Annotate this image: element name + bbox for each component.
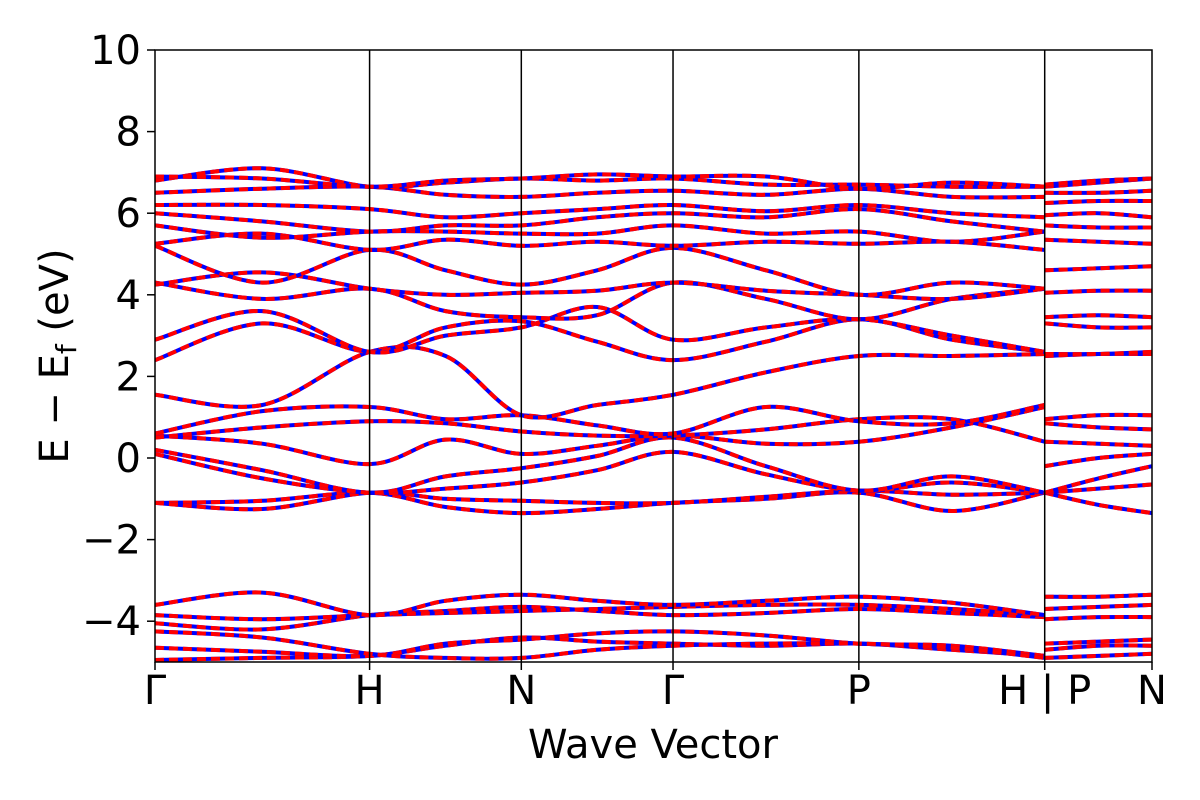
band-20-segment-1-spin-down <box>1044 223 1152 230</box>
band-8-segment-0-spin-down <box>155 449 1045 496</box>
band-22-segment-0-spin-up <box>155 202 1045 220</box>
x-tick-label-1: H <box>355 668 385 714</box>
band-20-segment-0-spin-up <box>155 223 1045 244</box>
band-4-segment-0-spin-up <box>155 602 1045 622</box>
band-21-segment-0-spin-down <box>155 207 1045 234</box>
band-21-segment-0-spin-up <box>155 207 1045 234</box>
x-ticks-layer: Γ H N Γ P H | P N <box>144 662 1167 714</box>
y-axis-label-subscript: f <box>50 343 83 354</box>
plot-frame <box>154 49 1153 663</box>
band-21-segment-1-spin-down <box>1044 211 1152 220</box>
band-10-segment-1-spin-down <box>1044 439 1152 448</box>
y-tick-label-4: 2 <box>116 354 141 400</box>
band-10-segment-0-spin-up <box>155 405 1046 467</box>
band-24-segment-0-spin-down <box>155 166 1045 190</box>
band-9-segment-1-spin-up <box>1044 451 1152 469</box>
band-12-segment-0-spin-down <box>155 403 1046 437</box>
band-12-segment-1-spin-down <box>1044 412 1152 422</box>
band-3-segment-1-spin-down <box>1044 614 1152 622</box>
band-17-segment-0-spin-down <box>155 270 1045 302</box>
band-1-segment-1-spin-down <box>1044 643 1152 652</box>
y-tick-label-3: 4 <box>116 273 141 319</box>
y-ticks-layer: 10 8 6 4 2 0 −2 −4 <box>82 28 155 645</box>
band-15-segment-1-spin-down <box>1044 321 1152 330</box>
band-19-segment-0-spin-down <box>155 231 1045 252</box>
y-axis-label-main: E − E <box>32 354 78 464</box>
band-2-segment-0-spin-down <box>155 629 1045 661</box>
y-axis-label: E − Ef (eV) <box>32 248 83 463</box>
y-tick-label-6: −2 <box>82 518 141 564</box>
x-tick-label-2: N <box>506 668 536 714</box>
band-4-segment-1-spin-down <box>1044 602 1152 611</box>
band-17-segment-0-spin-up <box>155 270 1045 302</box>
y-tick-label-0: 10 <box>90 28 141 74</box>
band-16-segment-0-spin-up <box>155 280 1045 322</box>
x-tick-label-3: Γ <box>662 668 685 714</box>
x-tick-label-5: H | P <box>998 668 1091 714</box>
band-0-segment-1-spin-down <box>1044 637 1152 646</box>
band-7-segment-0-spin-down <box>155 488 1045 512</box>
band-11-segment-0-spin-up <box>155 415 1046 444</box>
y-tick-label-2: 6 <box>116 191 141 237</box>
y-tick-label-7: −4 <box>82 599 141 645</box>
x-axis-label: Wave Vector <box>528 722 779 768</box>
band-19-segment-1-spin-down <box>1044 237 1152 246</box>
band-25-segment-1-spin-down <box>1044 176 1152 187</box>
band-17-segment-1-spin-down <box>1044 288 1152 295</box>
band-25-segment-0-spin-up <box>155 172 1045 191</box>
bands-layer <box>155 166 1152 662</box>
y-tick-label-5: 0 <box>116 436 141 482</box>
x-tick-label-6: N <box>1137 668 1167 714</box>
band-9-segment-0-spin-up <box>155 435 1046 495</box>
band-12-segment-0-spin-up <box>155 403 1046 437</box>
band-8-segment-1-spin-up <box>1044 464 1152 495</box>
band-15-segment-0-spin-up <box>155 304 1046 355</box>
y-tick-label-1: 8 <box>116 110 141 156</box>
y-axis-label-unit: (eV) <box>32 248 78 344</box>
band-6-segment-0-spin-down <box>155 490 1046 516</box>
symmetry-lines-layer <box>368 50 1046 662</box>
band-2-segment-1-spin-down <box>1044 651 1152 660</box>
band-18-segment-0-spin-up <box>155 243 1045 297</box>
band-3-segment-0-spin-up <box>155 604 1045 632</box>
band-14-segment-1-spin-down <box>1044 349 1152 357</box>
band-11-segment-1-spin-down <box>1044 421 1152 432</box>
band-13-segment-0-spin-up <box>155 344 1045 420</box>
band-9-segment-1-spin-down <box>1044 451 1152 469</box>
band-18-segment-1-spin-down <box>1044 264 1152 273</box>
band-5-segment-0-spin-down <box>155 590 1045 618</box>
band-6-segment-1-spin-down <box>1044 490 1152 516</box>
x-tick-label-4: P <box>847 668 871 714</box>
band-11-segment-0-spin-down <box>155 415 1046 444</box>
band-23-segment-1-spin-down <box>1044 188 1152 195</box>
band-23-segment-0-spin-up <box>155 184 1045 200</box>
band-5-segment-1-spin-down <box>1044 592 1152 599</box>
x-tick-label-0: Γ <box>144 668 167 714</box>
band-16-segment-1-spin-down <box>1044 313 1152 320</box>
band-22-segment-1-spin-down <box>1044 198 1152 205</box>
band-7-segment-1-spin-down <box>1044 482 1152 495</box>
